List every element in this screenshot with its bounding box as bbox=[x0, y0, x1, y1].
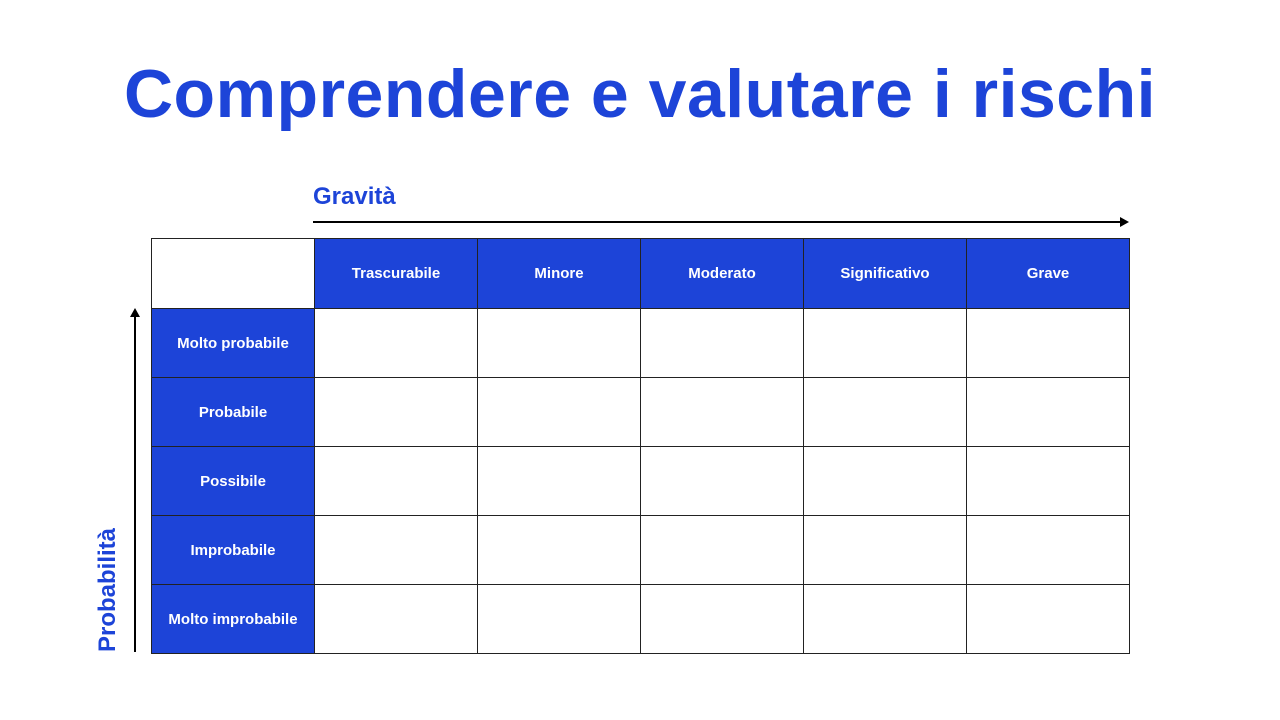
matrix-cell bbox=[966, 377, 1130, 447]
column-header: Trascurabile bbox=[314, 238, 478, 309]
risk-matrix: Trascurabile Minore Moderato Significati… bbox=[151, 238, 1130, 654]
matrix-cell bbox=[803, 377, 967, 447]
column-header: Significativo bbox=[803, 238, 967, 309]
column-header: Moderato bbox=[640, 238, 804, 309]
matrix-cell bbox=[477, 446, 641, 516]
matrix-cell bbox=[314, 308, 478, 378]
probability-axis-label: Probabilità bbox=[94, 527, 121, 652]
matrix-cell bbox=[640, 377, 804, 447]
matrix-cell bbox=[640, 308, 804, 378]
matrix-cell bbox=[314, 377, 478, 447]
matrix-cell bbox=[477, 515, 641, 585]
matrix-cell bbox=[803, 584, 967, 654]
matrix-row: Probabile bbox=[151, 377, 1130, 447]
matrix-cell bbox=[477, 584, 641, 654]
corner-cell bbox=[151, 238, 315, 309]
header-row: Trascurabile Minore Moderato Significati… bbox=[151, 238, 1130, 309]
row-header: Molto probabile bbox=[151, 308, 315, 378]
matrix-cell bbox=[803, 515, 967, 585]
matrix-row: Molto improbabile bbox=[151, 584, 1130, 654]
arrow-right-icon bbox=[1120, 217, 1129, 227]
matrix-cell bbox=[803, 308, 967, 378]
matrix-cell bbox=[640, 584, 804, 654]
matrix-cell bbox=[966, 308, 1130, 378]
column-header: Grave bbox=[966, 238, 1130, 309]
matrix-cell bbox=[640, 446, 804, 516]
page-title: Comprendere e valutare i rischi bbox=[123, 56, 1157, 132]
matrix-cell bbox=[314, 446, 478, 516]
column-header: Minore bbox=[477, 238, 641, 309]
row-header: Possibile bbox=[151, 446, 315, 516]
matrix-cell bbox=[966, 584, 1130, 654]
matrix-cell bbox=[966, 515, 1130, 585]
matrix-cell bbox=[966, 446, 1130, 516]
probability-arrow-line bbox=[134, 316, 136, 652]
matrix-cell bbox=[314, 515, 478, 585]
matrix-row: Possibile bbox=[151, 446, 1130, 516]
severity-axis-label: Gravità bbox=[313, 183, 396, 210]
matrix-cell bbox=[803, 446, 967, 516]
matrix-cell bbox=[314, 584, 478, 654]
arrow-up-icon bbox=[130, 308, 140, 317]
row-header: Improbabile bbox=[151, 515, 315, 585]
matrix-cell bbox=[640, 515, 804, 585]
row-header: Probabile bbox=[151, 377, 315, 447]
severity-arrow-line bbox=[313, 221, 1121, 223]
matrix-cell bbox=[477, 308, 641, 378]
row-header: Molto improbabile bbox=[151, 584, 315, 654]
matrix-row: Improbabile bbox=[151, 515, 1130, 585]
matrix-cell bbox=[477, 377, 641, 447]
matrix-row: Molto probabile bbox=[151, 308, 1130, 378]
